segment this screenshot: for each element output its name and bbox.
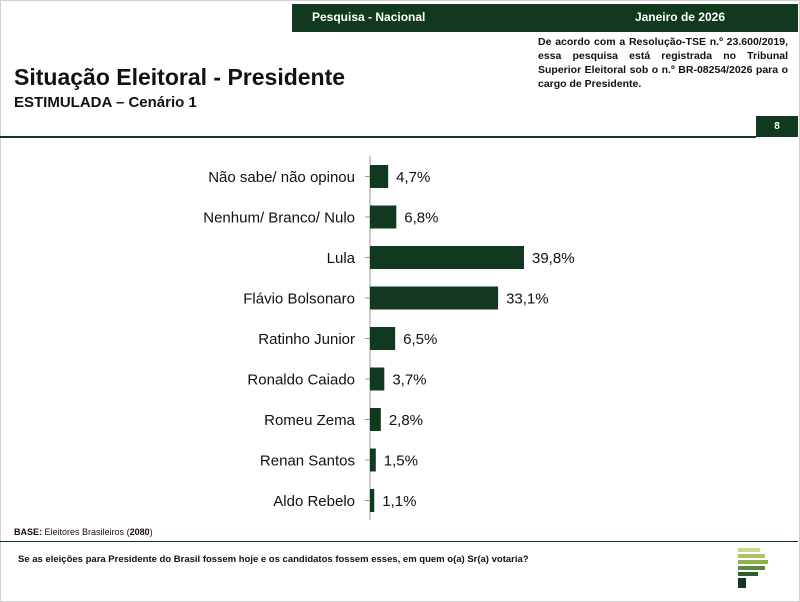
- bar: [370, 448, 376, 472]
- company-logo: [738, 548, 768, 588]
- category-label: Renan Santos: [260, 453, 355, 470]
- base-label: BASE:: [14, 527, 43, 537]
- bar: [370, 205, 397, 229]
- value-label: 1,1%: [382, 493, 416, 510]
- value-label: 6,8%: [404, 210, 438, 227]
- category-label: Não sabe/ não opinou: [208, 169, 355, 186]
- page-subtitle: ESTIMULADA – Cenário 1: [14, 94, 197, 111]
- page-number: 8: [756, 116, 798, 137]
- bar: [370, 286, 499, 310]
- category-label: Aldo Rebelo: [273, 493, 355, 510]
- value-label: 3,7%: [392, 372, 426, 389]
- logo-bar-1: [738, 548, 760, 552]
- page-title: Situação Eleitoral - Presidente: [14, 64, 346, 90]
- value-label: 1,5%: [384, 453, 418, 470]
- base-count: 2080: [129, 527, 150, 537]
- bar: [370, 408, 381, 431]
- value-label: 33,1%: [506, 291, 549, 308]
- category-label: Nenhum/ Branco/ Nulo: [203, 210, 355, 227]
- category-label: Ronaldo Caiado: [247, 372, 355, 389]
- survey-label: Pesquisa - Nacional: [312, 10, 426, 24]
- base-note: BASE: Eleitores Brasileiros (2080): [14, 527, 153, 537]
- category-label: Lula: [327, 250, 356, 267]
- header-separator: [0, 136, 756, 138]
- logo-bar-2: [738, 554, 765, 558]
- logo-bar-3: [738, 560, 768, 564]
- logo-stem: [738, 578, 746, 588]
- value-label: 39,8%: [532, 250, 575, 267]
- bar-chart: Não sabe/ não opinou 4,7% Nenhum/ Branco/ …: [203, 156, 575, 520]
- category-label: Romeu Zema: [264, 412, 356, 429]
- category-label: Flávio Bolsonaro: [243, 291, 355, 308]
- base-text: Eleitores Brasileiros: [44, 527, 125, 537]
- category-label: Ratinho Junior: [258, 331, 355, 348]
- footer-separator: [0, 541, 798, 542]
- value-label: 6,5%: [403, 331, 437, 348]
- bar: [370, 165, 389, 188]
- bar: [370, 246, 524, 269]
- date-label: Janeiro de 2026: [634, 10, 725, 24]
- header-underline: [292, 30, 798, 32]
- value-label: 2,8%: [389, 412, 423, 429]
- logo-bar-5: [738, 572, 758, 576]
- logo-bar-4: [738, 566, 765, 570]
- header-bar: Pesquisa - Nacional Janeiro de 2026: [292, 4, 798, 30]
- bar: [370, 489, 375, 512]
- survey-question: Se as eleições para Presidente do Brasil…: [18, 554, 529, 565]
- bar: [370, 327, 396, 350]
- registration-notice: De acordo com a Resolução-TSE n.º 23.600…: [538, 36, 788, 90]
- value-label: 4,7%: [396, 169, 430, 186]
- bar: [370, 367, 385, 391]
